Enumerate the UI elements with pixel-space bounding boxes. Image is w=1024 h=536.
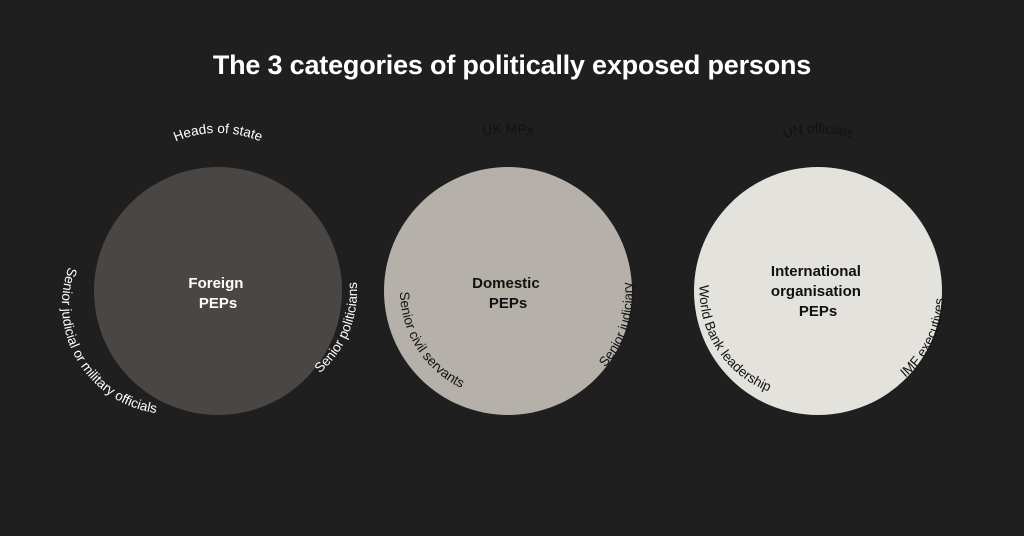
category-title-line: organisation [771, 283, 861, 300]
category-title-line: International [771, 263, 861, 280]
category-international: International organisation PEPs UN offic… [694, 121, 947, 415]
example-label: Heads of state [171, 121, 265, 144]
category-title-line: PEPs [799, 303, 837, 320]
category-title-line: PEPs [199, 295, 237, 312]
category-circle [384, 167, 632, 415]
category-domestic: Domestic PEPs UK MPs Senior judiciary Se… [384, 121, 636, 415]
category-title-line: Domestic [472, 275, 540, 292]
example-uk-mps: UK MPs [481, 121, 535, 139]
category-title-line: Foreign [188, 275, 243, 292]
category-title: International organisation PEPs [771, 263, 865, 320]
category-title-line: PEPs [489, 295, 527, 312]
example-un-officials: UN officials [781, 121, 855, 141]
page-title: The 3 categories of politically exposed … [212, 50, 812, 80]
category-title: Foreign PEPs [188, 275, 247, 312]
category-title: Domestic PEPs [472, 275, 544, 312]
category-circle [694, 167, 942, 415]
category-foreign: Foreign PEPs Heads of state Senior polit… [59, 121, 360, 416]
example-heads-of-state: Heads of state [171, 121, 265, 144]
category-circle [94, 167, 342, 415]
example-label: UK MPs [481, 121, 535, 139]
example-label: UN officials [781, 121, 855, 141]
